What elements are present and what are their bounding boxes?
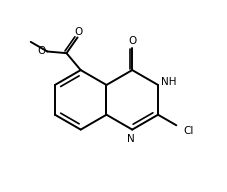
Text: Cl: Cl — [182, 126, 192, 136]
Text: NH: NH — [160, 77, 175, 87]
Text: N: N — [127, 134, 135, 144]
Text: O: O — [128, 36, 136, 46]
Text: O: O — [74, 27, 82, 37]
Text: O: O — [37, 46, 46, 56]
